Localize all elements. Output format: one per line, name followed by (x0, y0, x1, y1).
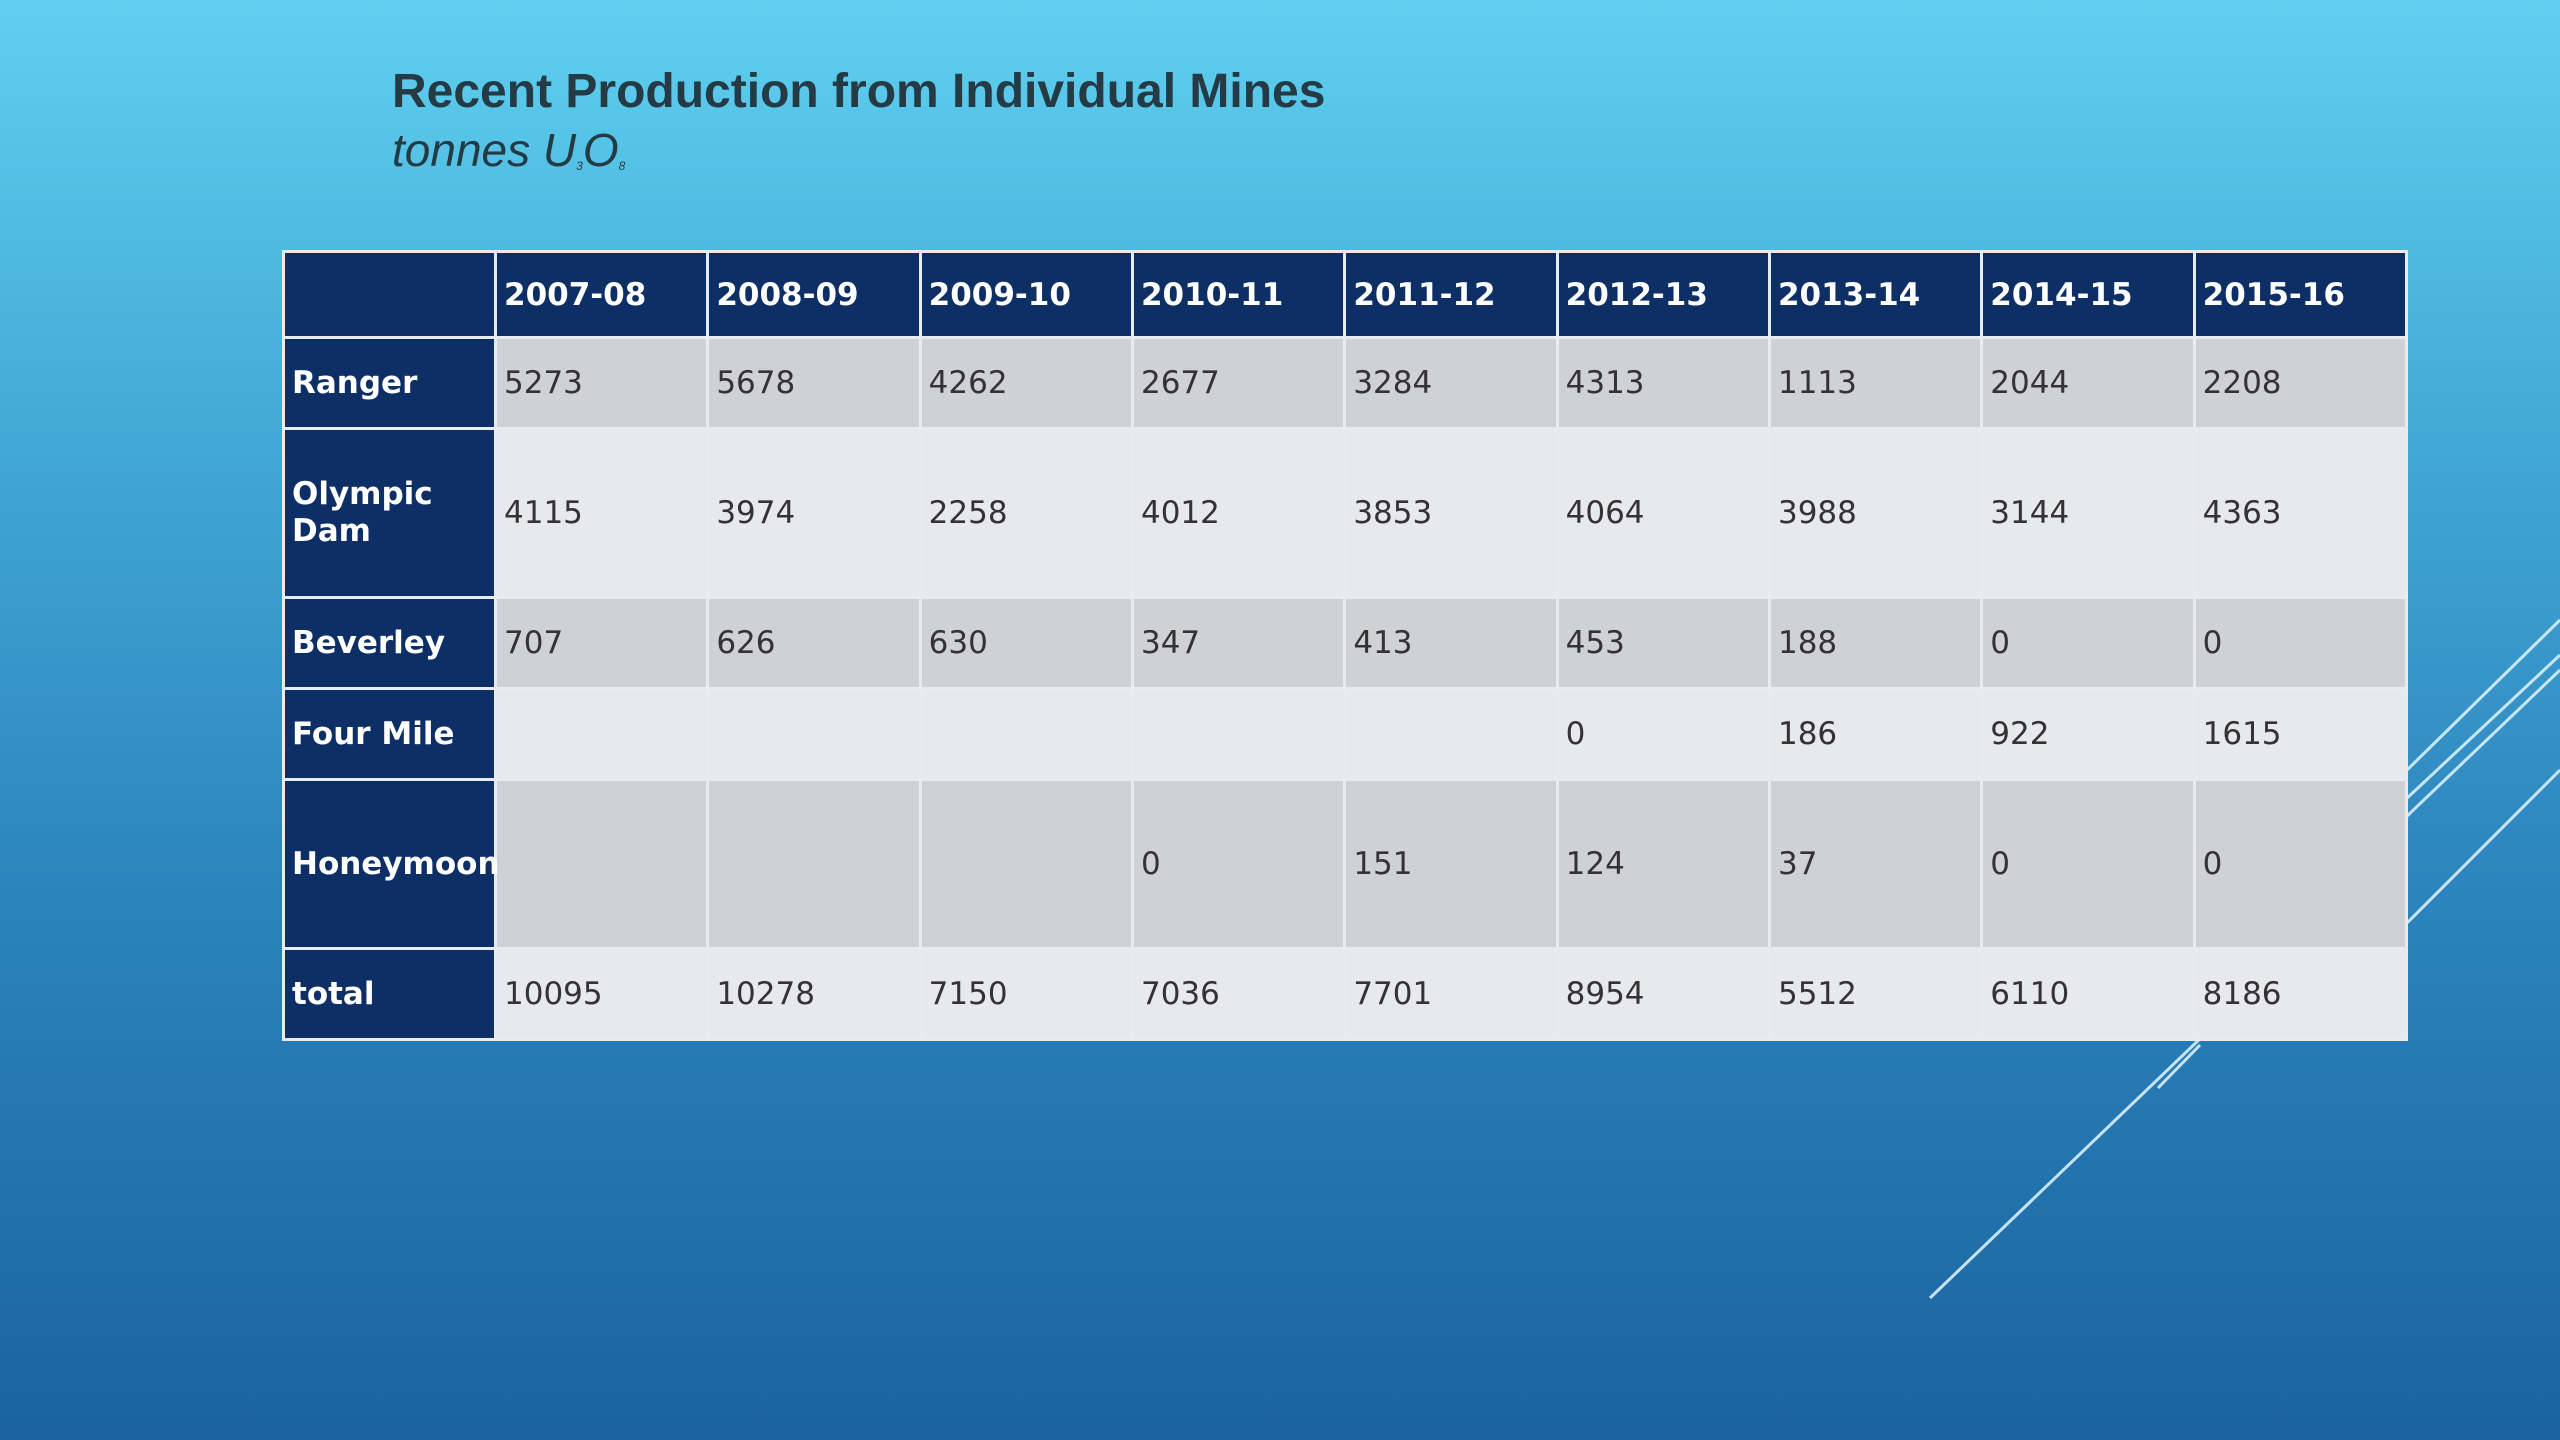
table-cell: 4313 (1555, 336, 1771, 430)
table-cell: 5678 (706, 336, 922, 430)
table-cell: 0 (2192, 778, 2409, 950)
table-cell: 4363 (2192, 427, 2409, 599)
table-cell: 0 (1980, 778, 2196, 950)
table-cell: 2258 (918, 427, 1134, 599)
table-cell (706, 687, 922, 781)
column-header: 2015-16 (2192, 250, 2409, 339)
title-block: Recent Production from Individual Mines … (392, 62, 1325, 194)
table-cell (918, 687, 1134, 781)
table-cell: 2677 (1130, 336, 1347, 430)
table-cell: 124 (1555, 778, 1771, 950)
table-cell: 5512 (1767, 947, 1984, 1041)
row-label: Beverley (282, 596, 497, 690)
table-cell: 922 (1980, 687, 2196, 781)
subtitle-sub-3: 3 (576, 159, 583, 173)
table-cell (706, 778, 922, 950)
row-label: Olympic Dam (282, 427, 497, 599)
slide-title: Recent Production from Individual Mines (392, 65, 1326, 118)
table-cell: 3974 (706, 427, 922, 599)
table-cell: 3988 (1767, 427, 1984, 599)
table-cell: 10278 (706, 947, 922, 1041)
column-header: 2007-08 (493, 250, 710, 339)
table-cell: 8186 (2192, 947, 2409, 1041)
column-header: 2008-09 (706, 250, 922, 339)
table-cell (1343, 687, 1559, 781)
table-cell: 453 (1555, 596, 1771, 690)
table-cell: 151 (1343, 778, 1559, 950)
table-cell: 0 (1130, 778, 1347, 950)
table-cell: 188 (1767, 596, 1984, 690)
table-cell: 1615 (2192, 687, 2409, 781)
column-header: 2010-11 (1130, 250, 1347, 339)
table-cell: 0 (2192, 596, 2409, 690)
table-cell: 8954 (1555, 947, 1771, 1041)
table-cell: 7150 (918, 947, 1134, 1041)
table-row: Ranger 5273 5678 4262 2677 3284 4313 111… (282, 336, 2409, 430)
column-header: 2014-15 (1980, 250, 2196, 339)
table-cell (918, 778, 1134, 950)
table-row: Olympic Dam 4115 3974 2258 4012 3853 406… (282, 427, 2409, 599)
slide-subtitle: tonnes U3O8 (392, 122, 1325, 194)
table-cell: 10095 (493, 947, 710, 1041)
table-cell: 707 (493, 596, 710, 690)
header-row: 2007-08 2008-09 2009-10 2010-11 2011-12 … (282, 250, 2409, 339)
table-cell: 37 (1767, 778, 1984, 950)
table-cell: 3853 (1343, 427, 1559, 599)
table-cell: 6110 (1980, 947, 2196, 1041)
table-cell (493, 778, 710, 950)
table-cell: 2044 (1980, 336, 2196, 430)
table-cell: 630 (918, 596, 1134, 690)
table-row: Beverley 707 626 630 347 413 453 188 0 0 (282, 596, 2409, 690)
table-cell: 2208 (2192, 336, 2409, 430)
table-cell: 3144 (1980, 427, 2196, 599)
row-label: Ranger (282, 336, 497, 430)
table-cell (493, 687, 710, 781)
table-cell: 7036 (1130, 947, 1347, 1041)
table-cell: 626 (706, 596, 922, 690)
column-header: 2011-12 (1343, 250, 1559, 339)
column-header: 2009-10 (918, 250, 1134, 339)
subtitle-sub-8: 8 (618, 159, 626, 173)
total-row: total 10095 10278 7150 7036 7701 8954 55… (282, 947, 2409, 1041)
table-cell: 4064 (1555, 427, 1771, 599)
column-header: 2013-14 (1767, 250, 1984, 339)
table-cell: 186 (1767, 687, 1984, 781)
table-row: Four Mile 0 186 922 1615 (282, 687, 2409, 781)
table-cell: 7701 (1343, 947, 1559, 1041)
row-label: Honeymoon (282, 778, 500, 950)
corner-cell (282, 250, 497, 339)
column-header: 2012-13 (1555, 250, 1771, 339)
row-label: Four Mile (282, 687, 497, 781)
table-cell: 4262 (918, 336, 1134, 430)
production-table: 2007-08 2008-09 2009-10 2010-11 2011-12 … (282, 250, 2409, 1041)
table-cell: 413 (1343, 596, 1559, 690)
subtitle-prefix: tonnes U (392, 124, 577, 176)
subtitle-middle: O (582, 124, 619, 176)
table-row: Honeymoon 0 151 124 37 0 0 (282, 778, 2409, 950)
table-cell: 1113 (1767, 336, 1984, 430)
table-cell (1130, 687, 1347, 781)
table-cell: 4115 (493, 427, 710, 599)
table-cell: 0 (1555, 687, 1771, 781)
table-cell: 3284 (1343, 336, 1559, 430)
table-cell: 0 (1980, 596, 2196, 690)
table-cell: 4012 (1130, 427, 1347, 599)
table-cell: 5273 (493, 336, 710, 430)
table-cell: 347 (1130, 596, 1347, 690)
row-label: total (282, 947, 497, 1041)
